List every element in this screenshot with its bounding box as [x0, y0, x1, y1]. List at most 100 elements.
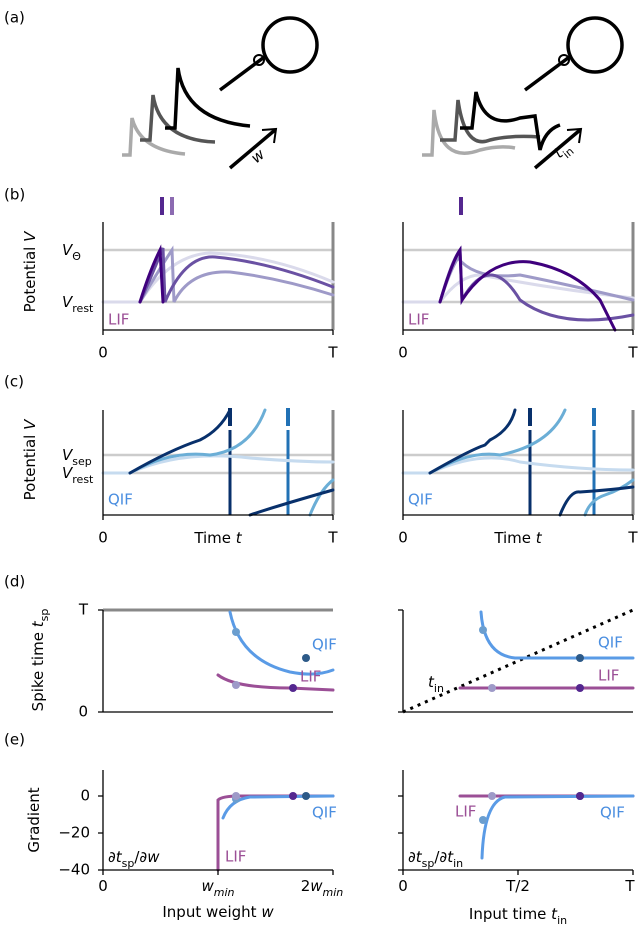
x-tick-label: 0 — [398, 344, 408, 362]
label: Time t — [493, 529, 542, 547]
x-tick-label: T — [627, 529, 638, 547]
label-part: t — [551, 905, 558, 923]
label-part: Θ — [72, 250, 81, 263]
label-part: ∂ — [408, 848, 416, 866]
label: Input time tin — [469, 905, 567, 927]
panel-label: (b) — [4, 186, 25, 204]
label: Vrest — [62, 464, 94, 486]
label: ∂tsp/∂tin — [408, 848, 463, 870]
model-label: QIF — [408, 491, 433, 509]
label-part: in — [453, 857, 463, 870]
label-part: V — [62, 241, 74, 259]
curves — [98, 770, 635, 875]
label: T/2 — [505, 877, 530, 895]
label: Input weight w — [162, 903, 274, 921]
label: T — [624, 877, 635, 895]
curve-label: LIF — [598, 667, 619, 685]
y-tick-label: 0 — [78, 703, 88, 721]
label: Time t — [193, 529, 242, 547]
model-label: QIF — [108, 491, 133, 509]
label-part: sp — [422, 857, 435, 870]
label-part: V — [62, 464, 74, 482]
label-part: V — [62, 293, 74, 311]
label-part: in — [557, 914, 567, 927]
label-part: sp — [38, 609, 51, 622]
traces — [101, 408, 635, 520]
y-tick-label: −20 — [58, 824, 90, 842]
label-part: T/2 — [505, 877, 530, 895]
label: Potential V — [21, 230, 39, 312]
label: 0 — [98, 877, 108, 895]
curve-label: QIF — [598, 634, 623, 652]
curve-label: QIF — [600, 804, 625, 822]
label-part: Potential — [21, 430, 39, 500]
model-label: LIF — [408, 311, 429, 329]
label-part: t — [536, 529, 543, 547]
label-part: t — [116, 848, 123, 866]
label-part: sp — [122, 857, 135, 870]
label-part: T — [624, 877, 635, 895]
x-tick-label: 0 — [98, 529, 108, 547]
x-tick-label: T — [627, 344, 638, 362]
label-part: 2 — [301, 877, 311, 895]
panel-label: (e) — [4, 731, 25, 749]
label-part: w — [310, 877, 323, 895]
label-part: w — [261, 903, 274, 921]
label: Vsep — [62, 446, 92, 468]
label: w — [247, 144, 269, 166]
label: ∂tsp/∂w — [108, 848, 160, 870]
x-tick-label: T — [327, 529, 338, 547]
y-tick-label: T — [78, 601, 89, 619]
label: tin — [428, 673, 444, 695]
label-part: V — [21, 230, 39, 242]
label-part: w — [201, 877, 214, 895]
label: Spike time tsp — [29, 609, 51, 712]
label-part: ∂ — [108, 848, 116, 866]
label: tin — [550, 137, 576, 164]
label-part: rest — [72, 302, 94, 315]
sketch — [122, 16, 624, 170]
label: wmin — [201, 877, 234, 899]
x-tick-label: 0 — [398, 529, 408, 547]
model-label: LIF — [108, 311, 129, 329]
label: 2wmin — [301, 877, 344, 899]
label-part: t — [447, 848, 454, 866]
label-part: Input time — [469, 905, 551, 923]
label-part: t — [236, 529, 243, 547]
label-part: rest — [72, 473, 94, 486]
y-tick-label: 0 — [80, 787, 90, 805]
traces — [101, 197, 635, 335]
label-part: V — [62, 446, 74, 464]
label: Gradient — [25, 787, 43, 852]
label-part: min — [214, 886, 235, 899]
label-part: sep — [72, 455, 91, 468]
label-part: Time — [493, 529, 535, 547]
curve-label: QIF — [312, 636, 337, 654]
curve-label: LIF — [300, 668, 321, 686]
label-part: /∂ — [434, 848, 447, 866]
label-part: 0 — [398, 877, 408, 895]
label-part: Potential — [21, 242, 39, 312]
curves — [98, 608, 635, 714]
label-part: w — [247, 144, 269, 166]
y-tick-label: −40 — [58, 861, 90, 879]
label-part: t — [29, 620, 47, 627]
label-part: t — [416, 848, 423, 866]
label-part: Gradient — [25, 787, 43, 852]
label-part: w — [147, 848, 160, 866]
label: 0 — [398, 877, 408, 895]
label-part: min — [323, 886, 344, 899]
label-part: t — [428, 673, 435, 691]
label: VΘ — [62, 241, 81, 263]
label-part: in — [434, 682, 444, 695]
curve-label: QIF — [312, 804, 337, 822]
label-part: 0 — [98, 877, 108, 895]
label-part: Time — [193, 529, 235, 547]
label: Vrest — [62, 293, 94, 315]
x-tick-label: 0 — [98, 344, 108, 362]
label-part: Spike time — [29, 627, 47, 711]
x-tick-label: T — [327, 344, 338, 362]
label-part: /∂ — [134, 848, 147, 866]
